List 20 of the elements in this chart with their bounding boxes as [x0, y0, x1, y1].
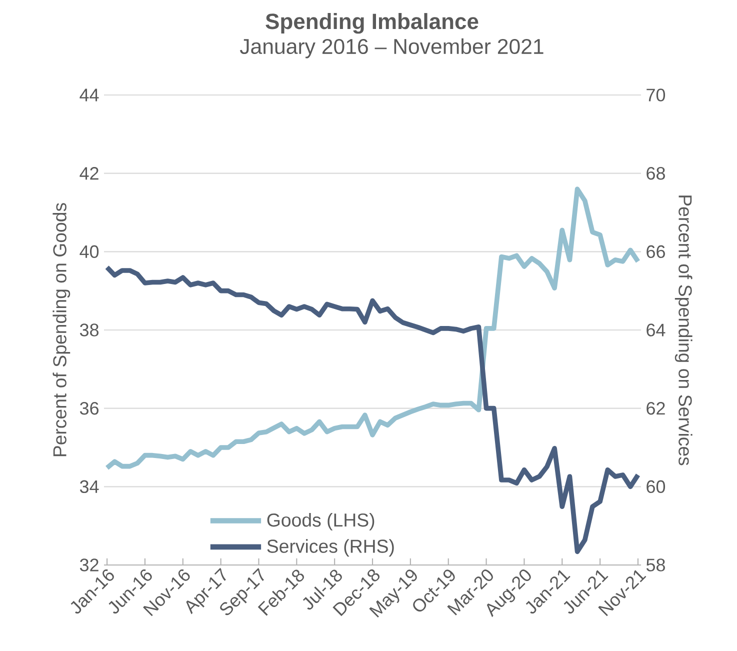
y-tick-label: 36 [80, 402, 99, 415]
y2-tick-label: 68 [646, 166, 665, 180]
y2-axis-title: Percent of Spending on Services [674, 196, 692, 466]
chart-subtitle: January 2016 – November 2021 [240, 38, 544, 58]
y2-tick-label: 70 [646, 88, 666, 102]
y2-tick-label: 64 [646, 324, 666, 336]
y-tick-label: 42 [80, 167, 98, 180]
y-tick-label: 32 [80, 558, 98, 572]
y2-tick-label: 66 [646, 245, 665, 258]
y-tick-label: 44 [80, 88, 99, 102]
y-tick-label: 34 [80, 480, 99, 494]
legend-label: Goods (LHS) [267, 512, 374, 530]
y2-tick-label: 58 [646, 558, 665, 572]
y-axis-title: Percent of Spending on Goods [52, 203, 70, 456]
y2-tick-label: 62 [646, 402, 665, 415]
y-tick-label: 38 [80, 324, 99, 336]
chart-title: Spending Imbalance [266, 13, 478, 34]
y-tick-label: 40 [80, 245, 99, 258]
y2-tick-label: 60 [646, 480, 666, 494]
legend-label: Services (RHS) [267, 539, 394, 557]
